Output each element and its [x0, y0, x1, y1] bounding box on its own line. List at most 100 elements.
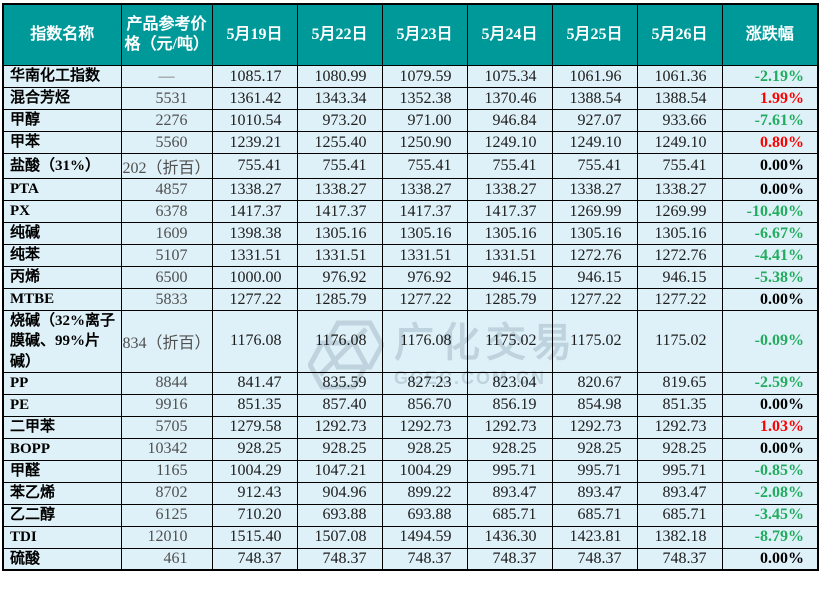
price-value: 995.71 [636, 459, 723, 483]
price-value: 755.41 [296, 153, 383, 179]
change-percent: -6.67% [721, 222, 819, 245]
price-value: 1361.42 [211, 87, 298, 110]
price-value: 1047.21 [296, 459, 383, 483]
price-value: 835.59 [296, 371, 383, 395]
column-header-4: 5月23日 [381, 3, 468, 66]
price-value: 841.47 [211, 371, 298, 395]
column-header-6: 5月25日 [551, 3, 638, 66]
reference-price: 6378 [120, 200, 213, 223]
price-value: 748.37 [636, 547, 723, 571]
price-value: 851.35 [636, 393, 723, 417]
table-row: PTA 4857 1338.27 1338.27 1338.27 1338.27 1338.… [2, 178, 819, 201]
product-name: PTA [2, 178, 122, 201]
price-value: 1000.00 [211, 266, 298, 289]
price-value: 971.00 [381, 109, 468, 132]
price-value: 1305.16 [551, 222, 638, 245]
price-value: 946.84 [466, 109, 553, 132]
price-value: 755.41 [211, 153, 298, 179]
price-value: 1175.02 [551, 310, 638, 373]
price-value: 748.37 [211, 547, 298, 571]
price-value: 1061.36 [636, 65, 723, 88]
reference-price: 5107 [120, 244, 213, 267]
price-value: 1417.37 [381, 200, 468, 223]
price-value: 1343.34 [296, 87, 383, 110]
price-value: 748.37 [466, 547, 553, 571]
price-table: 指数名称 产品参考价格（元/吨） 5月19日 5月22日 5月23日 5月24日 5月25日… [2, 3, 819, 572]
price-value: 1507.08 [296, 525, 383, 549]
table-row: 硫酸 461 748.37 748.37 748.37 748.37 748.37 748.3… [2, 547, 819, 571]
product-name: 纯苯 [2, 244, 122, 267]
price-value: 1292.73 [296, 415, 383, 439]
reference-price: 6125 [120, 503, 213, 527]
header-row: 指数名称 产品参考价格（元/吨） 5月19日 5月22日 5月23日 5月24日 5月25日… [2, 3, 819, 66]
price-value: 995.71 [466, 459, 553, 483]
product-name: PP [2, 371, 122, 395]
price-value: 755.41 [466, 153, 553, 179]
reference-price: 9916 [120, 393, 213, 417]
table-row: 盐酸（31%） 202（折百） 755.41 755.41 755.41 755.41 75… [2, 153, 819, 179]
price-value: 1269.99 [636, 200, 723, 223]
price-value: 851.35 [211, 393, 298, 417]
change-percent: 1.99% [721, 87, 819, 110]
table-row: PP 8844 841.47 835.59 827.23 823.04 820.67 819.… [2, 371, 819, 395]
price-value: 1292.73 [381, 415, 468, 439]
price-value: 933.66 [636, 109, 723, 132]
price-value: 1285.79 [466, 288, 553, 311]
price-value: 973.20 [296, 109, 383, 132]
price-value: 1272.76 [636, 244, 723, 267]
price-value: 928.25 [381, 437, 468, 461]
price-value: 1249.10 [466, 131, 553, 154]
price-value: 1279.58 [211, 415, 298, 439]
price-value: 1277.22 [551, 288, 638, 311]
reference-price: 5705 [120, 415, 213, 439]
price-value: 1338.27 [466, 178, 553, 201]
table-row: 纯苯 5107 1331.51 1331.51 1331.51 1331.51 1272.7… [2, 244, 819, 267]
price-value: 946.15 [466, 266, 553, 289]
price-value: 1250.90 [381, 131, 468, 154]
price-value: 1417.37 [466, 200, 553, 223]
price-value: 1061.96 [551, 65, 638, 88]
price-value: 1515.40 [211, 525, 298, 549]
change-percent: 0.00% [721, 547, 819, 571]
price-value: 755.41 [551, 153, 638, 179]
change-percent: -0.09% [721, 310, 819, 373]
product-name: PX [2, 200, 122, 223]
price-value: 1388.54 [636, 87, 723, 110]
change-percent: 1.03% [721, 415, 819, 439]
column-header-2: 5月19日 [211, 3, 298, 66]
price-value: 976.92 [296, 266, 383, 289]
price-value: 1398.38 [211, 222, 298, 245]
price-value: 854.98 [551, 393, 638, 417]
price-value: 748.37 [296, 547, 383, 571]
price-value: 1305.16 [636, 222, 723, 245]
price-value: 1417.37 [211, 200, 298, 223]
change-percent: -3.45% [721, 503, 819, 527]
table-row: 二甲苯 5705 1279.58 1292.73 1292.73 1292.73 1292.… [2, 415, 819, 439]
price-value: 856.19 [466, 393, 553, 417]
change-percent: -8.79% [721, 525, 819, 549]
price-value: 1080.99 [296, 65, 383, 88]
price-value: 1338.27 [211, 178, 298, 201]
reference-price: 5531 [120, 87, 213, 110]
reference-price: 202（折百） [120, 153, 213, 179]
price-value: 927.07 [551, 109, 638, 132]
price-value: 928.25 [466, 437, 553, 461]
table-row: 甲醇 2276 1010.54 973.20 971.00 946.84 927.07 933… [2, 109, 819, 132]
price-value: 946.15 [551, 266, 638, 289]
price-value: 1176.08 [381, 310, 468, 373]
table-row: 混合芳烃 5531 1361.42 1343.34 1352.38 1370.46 1388… [2, 87, 819, 110]
product-name: 甲醛 [2, 459, 122, 483]
price-value: 1175.02 [636, 310, 723, 373]
table-body: 华南化工指数 —1085.17 1080.99 1079.59 1075.34 1061.… [2, 65, 819, 571]
price-value: 693.88 [381, 503, 468, 527]
price-value: 1292.73 [551, 415, 638, 439]
reference-price: 1165 [120, 459, 213, 483]
price-value: 827.23 [381, 371, 468, 395]
reference-price: 12010 [120, 525, 213, 549]
price-value: 904.96 [296, 481, 383, 505]
product-name: 甲醇 [2, 109, 122, 132]
price-value: 1305.16 [296, 222, 383, 245]
price-value: 857.40 [296, 393, 383, 417]
price-value: 1292.73 [466, 415, 553, 439]
price-value: 912.43 [211, 481, 298, 505]
